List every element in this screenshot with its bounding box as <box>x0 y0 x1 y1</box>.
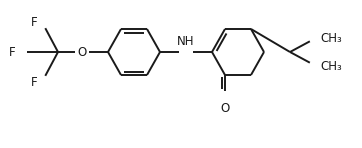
Text: NH: NH <box>177 35 195 48</box>
Text: CH₃: CH₃ <box>320 32 342 45</box>
Text: O: O <box>220 102 230 115</box>
Text: F: F <box>31 75 38 89</box>
Text: O: O <box>77 45 87 58</box>
Text: F: F <box>31 16 38 29</box>
Text: F: F <box>9 45 16 58</box>
Text: CH₃: CH₃ <box>320 59 342 73</box>
